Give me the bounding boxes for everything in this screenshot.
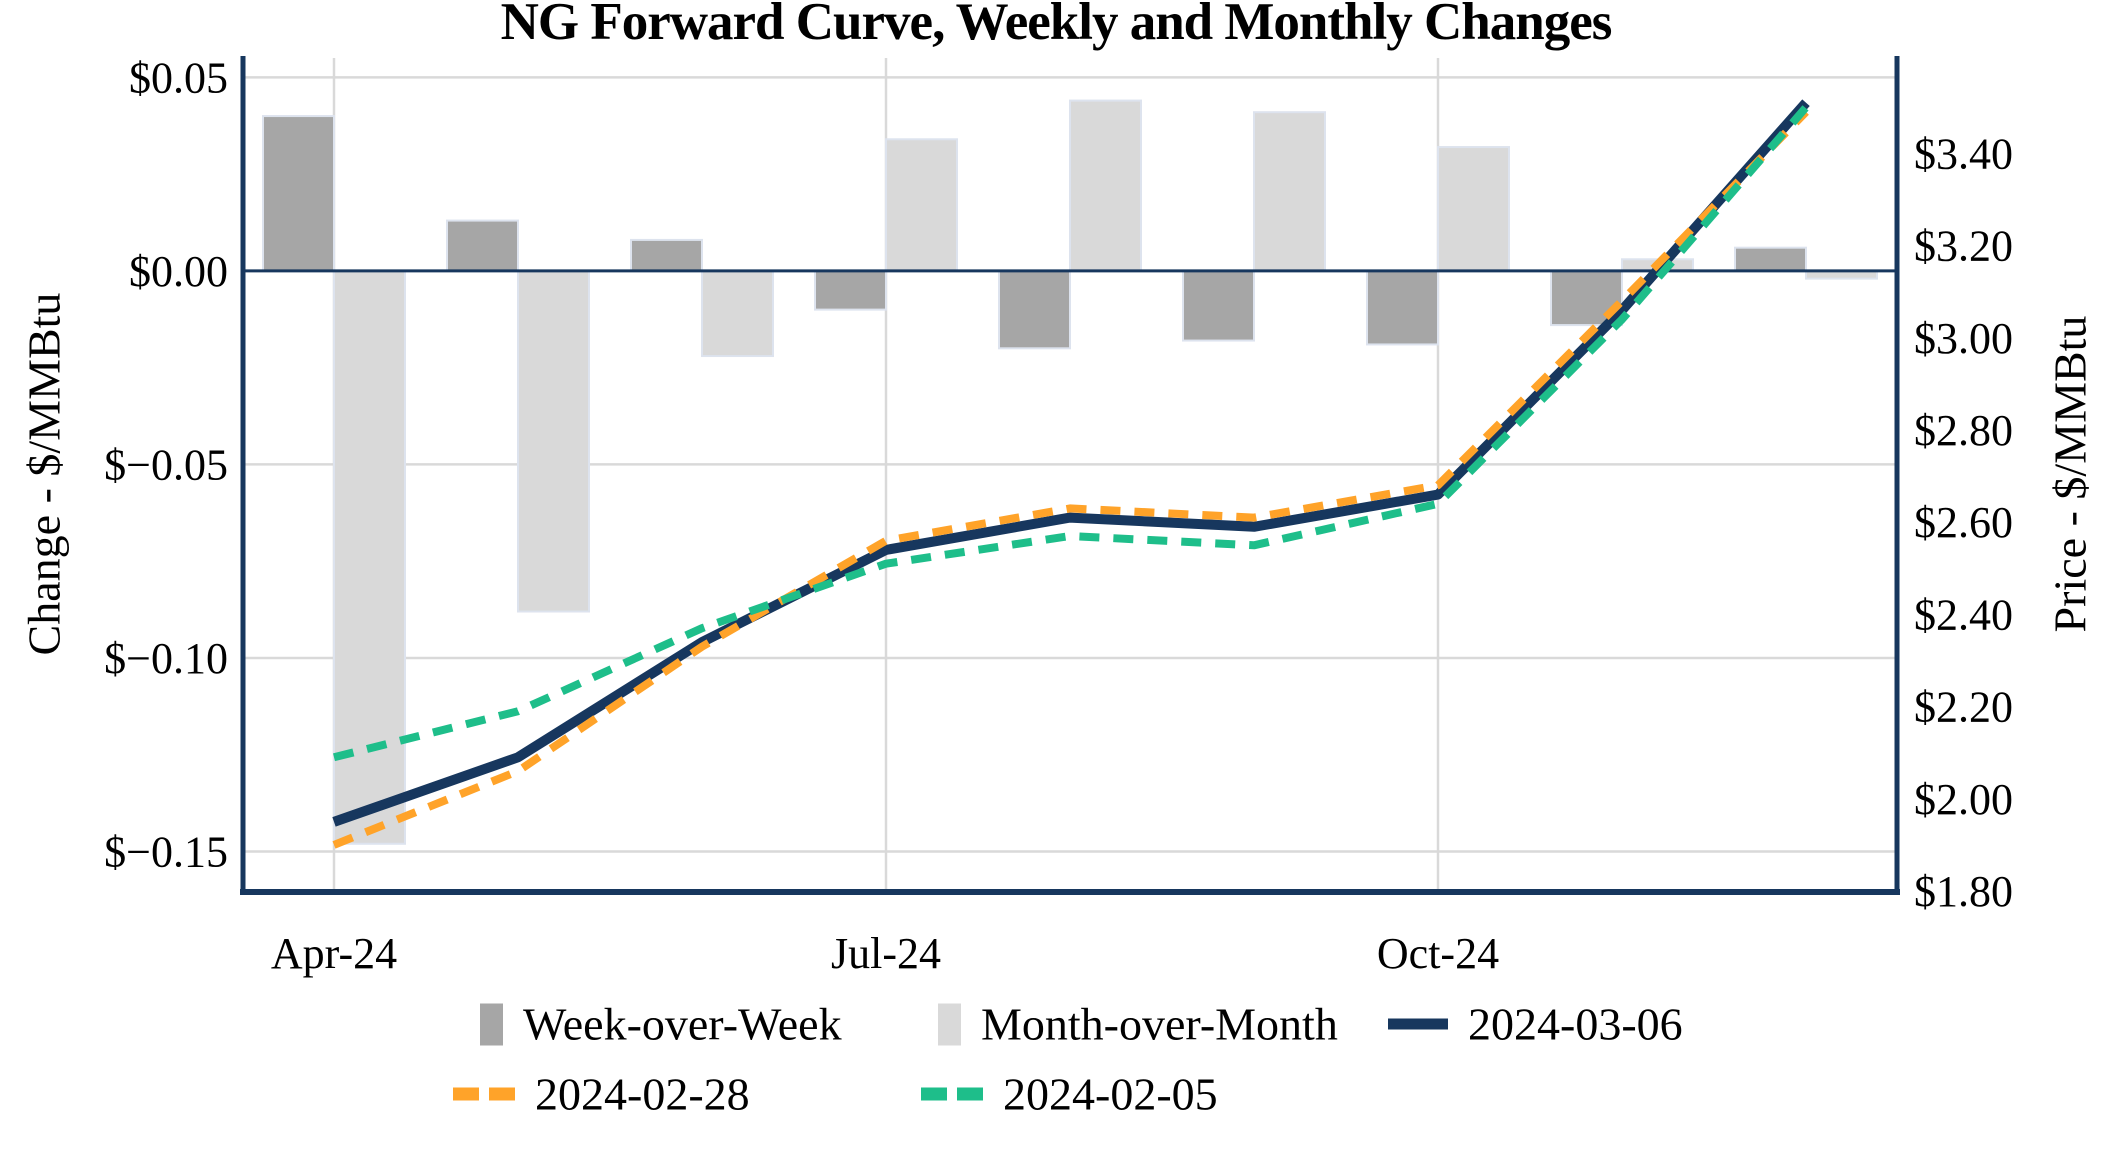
week-over-week-swatch-icon [480,1003,503,1045]
right-tick-label: $3.20 [1914,222,2013,271]
legend-label-2024-03-06: 2024-03-06 [1468,998,1683,1050]
x-tick-label: Jul-24 [831,929,941,978]
left-tick-label: $0.00 [129,247,228,296]
legend-item-2024-02-28: 2024-02-28 [453,1068,750,1121]
left-tick-label: $−0.10 [104,634,228,683]
bar-week-over-week [630,238,703,272]
right-tick-label: $2.80 [1914,406,2013,455]
bar-month-over-month [1069,99,1142,272]
bar-week-over-week [446,219,519,272]
legend-item-2024-02-05: 2024-02-05 [921,1068,1218,1121]
left-axis-title: Change - $/MMBtu [18,292,70,656]
green-dashed-swatch-icon [921,1087,983,1101]
bar-month-over-month [517,269,590,613]
bar-week-over-week [1734,246,1807,272]
line-2024-02-05 [333,104,1810,762]
right-tick-label: $1.80 [1914,867,2013,916]
legend-item-week-over-week: Week-over-Week [480,998,842,1051]
bar-month-over-month [1253,111,1326,272]
x-tick-label: Apr-24 [271,929,397,978]
legend-item-2024-03-06: 2024-03-06 [1388,998,1683,1051]
bar-week-over-week [262,115,335,272]
right-axis-title: Price - $/MMBtu [2044,315,2096,633]
legend-label-week-over-week: Week-over-Week [523,998,842,1050]
bar-week-over-week [1366,269,1439,346]
bar-week-over-week [998,269,1071,350]
line-2024-03-06 [332,99,1810,827]
bar-month-over-month [701,269,774,358]
right-tick-label: $3.40 [1914,129,2013,178]
legend-label-2024-02-28: 2024-02-28 [535,1068,750,1120]
left-tick-label: $−0.05 [104,440,228,489]
bar-month-over-month [885,138,958,272]
orange-dashed-swatch-icon [453,1087,515,1101]
right-tick-label: $2.40 [1914,590,2013,639]
right-tick-label: $2.20 [1914,683,2013,732]
right-tick-label: $3.00 [1914,314,2013,363]
bar-week-over-week [1182,269,1255,342]
bar-month-over-month [1437,146,1510,272]
legend-item-month-over-month: Month-over-Month [938,998,1338,1051]
right-tick-label: $2.60 [1914,498,2013,547]
left-tick-label: $0.05 [129,53,228,102]
left-tick-label: $−0.15 [104,828,228,877]
right-tick-label: $2.00 [1914,775,2013,824]
legend-label-2024-02-05: 2024-02-05 [1003,1068,1218,1120]
legend-label-month-over-month: Month-over-Month [981,998,1338,1050]
line-2024-02-28 [332,109,1809,849]
x-tick-label: Oct-24 [1377,929,1499,978]
bar-week-over-week [814,269,887,311]
solid-line-swatch-icon [1388,1018,1448,1030]
chart-title: NG Forward Curve, Weekly and Monthly Cha… [500,0,1613,51]
month-over-month-swatch-icon [938,1003,961,1045]
